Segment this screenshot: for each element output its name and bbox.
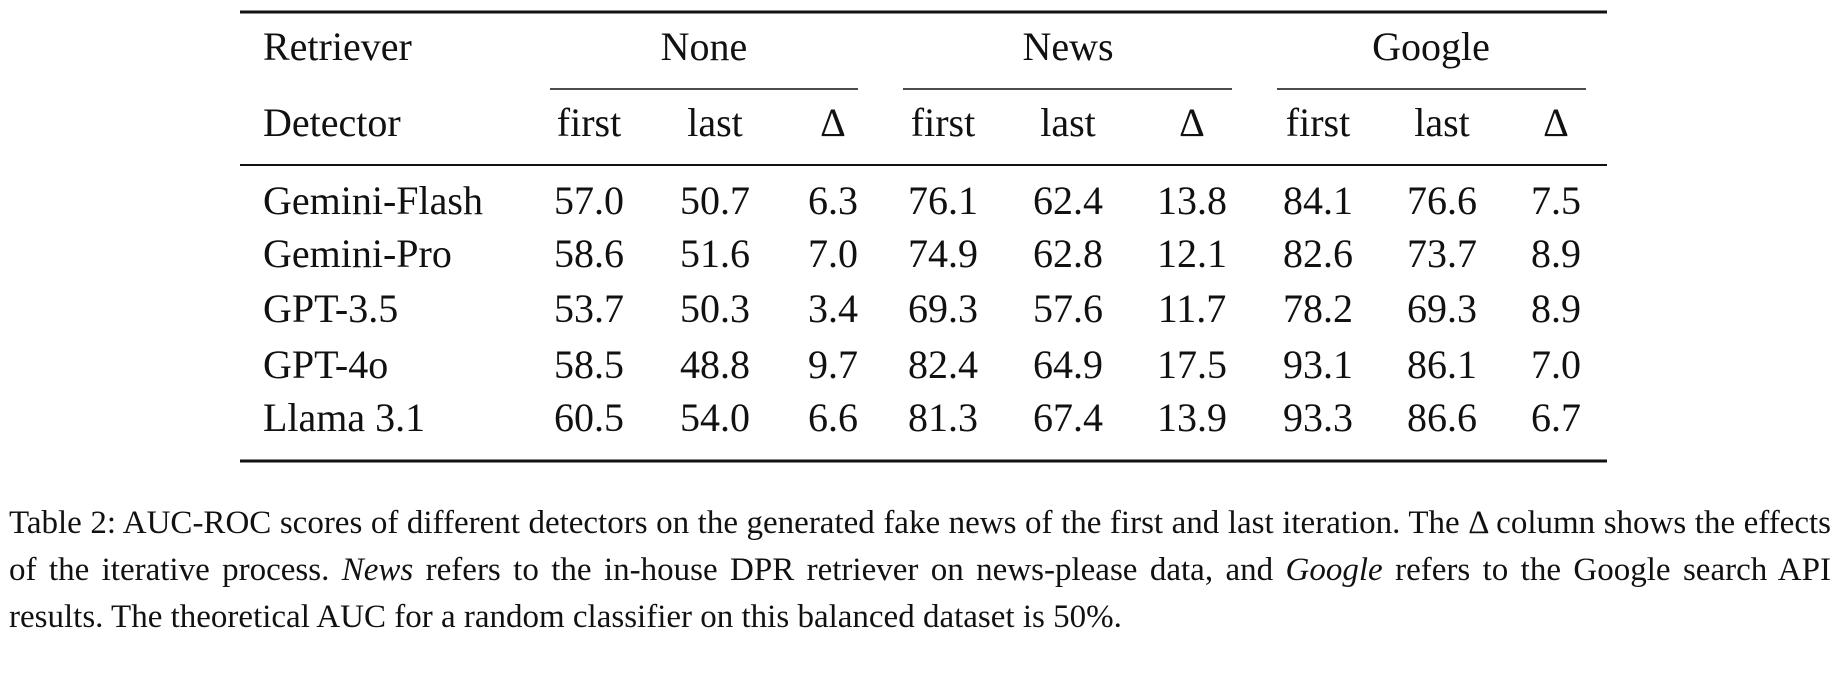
score-cell: 67.4 (1033, 395, 1103, 440)
caption-emphasis: News (341, 552, 414, 588)
score-cell: 62.4 (1033, 178, 1103, 223)
score-cell: 93.1 (1283, 342, 1353, 387)
score-cell: 9.7 (808, 342, 858, 387)
score-cell: 3.4 (808, 286, 858, 331)
score-cell: 8.9 (1531, 286, 1581, 331)
detector-name: Gemini-Flash (263, 178, 483, 223)
score-cell: 54.0 (680, 395, 750, 440)
score-cell: 7.0 (808, 231, 858, 276)
score-cell: 84.1 (1283, 178, 1353, 223)
caption-text: refers to the Google search API results.… (9, 552, 1831, 635)
score-cell: 69.3 (908, 286, 978, 331)
score-cell: 73.7 (1407, 231, 1477, 276)
score-cell: 57.6 (1033, 286, 1103, 331)
score-cell: 7.0 (1531, 342, 1581, 387)
score-cell: 53.7 (554, 286, 624, 331)
score-cell: 64.9 (1033, 342, 1103, 387)
detector-name: Gemini-Pro (263, 231, 452, 276)
score-cell: 11.7 (1158, 286, 1227, 331)
subcolumn-header: Δ (1543, 100, 1569, 145)
score-cell: 86.1 (1407, 342, 1477, 387)
score-cell: 8.9 (1531, 231, 1581, 276)
subcolumn-header: Δ (820, 100, 846, 145)
subcolumn-header: last (687, 100, 743, 145)
group-header: None (661, 24, 748, 69)
header-detector: Detector (263, 100, 401, 145)
score-cell: 17.5 (1157, 342, 1227, 387)
score-cell: 82.6 (1283, 231, 1353, 276)
score-cell: 62.8 (1033, 231, 1103, 276)
caption: Table 2: AUC-ROC scores of different det… (9, 500, 1831, 641)
detector-name: Llama 3.1 (263, 395, 425, 440)
group-header: News (1022, 24, 1113, 69)
score-cell: 76.1 (908, 178, 978, 223)
detector-name: GPT-4o (263, 342, 388, 387)
score-cell: 13.9 (1157, 395, 1227, 440)
score-cell: 93.3 (1283, 395, 1353, 440)
score-cell: 48.8 (680, 342, 750, 387)
score-cell: 86.6 (1407, 395, 1477, 440)
subcolumn-header: first (911, 100, 975, 145)
score-cell: 12.1 (1157, 231, 1227, 276)
score-cell: 74.9 (908, 231, 978, 276)
score-cell: 6.3 (808, 178, 858, 223)
score-cell: 81.3 (908, 395, 978, 440)
score-cell: 58.5 (554, 342, 624, 387)
score-cell: 13.8 (1157, 178, 1227, 223)
subcolumn-header: first (557, 100, 621, 145)
score-cell: 50.3 (680, 286, 750, 331)
subcolumn-header: last (1040, 100, 1096, 145)
subcolumn-header: first (1286, 100, 1350, 145)
subcolumn-header: last (1414, 100, 1470, 145)
detector-name: GPT-3.5 (263, 286, 398, 331)
score-cell: 6.6 (808, 395, 858, 440)
group-header: Google (1372, 24, 1490, 69)
score-cell: 50.7 (680, 178, 750, 223)
caption-text: refers to the in-house DPR retriever on … (413, 552, 1286, 588)
caption-emphasis: Google (1285, 552, 1383, 588)
score-cell: 69.3 (1407, 286, 1477, 331)
score-cell: 51.6 (680, 231, 750, 276)
score-cell: 76.6 (1407, 178, 1477, 223)
score-cell: 82.4 (908, 342, 978, 387)
score-cell: 7.5 (1531, 178, 1581, 223)
score-cell: 57.0 (554, 178, 624, 223)
score-cell: 78.2 (1283, 286, 1353, 331)
score-cell: 6.7 (1531, 395, 1581, 440)
subcolumn-header: Δ (1179, 100, 1205, 145)
results-table: Retriever Detector None first last Δ News fir… (240, 10, 1607, 463)
caption-text: Table 2: AUC-ROC scores of different det… (9, 505, 1831, 588)
score-cell: 60.5 (554, 395, 624, 440)
header-retriever: Retriever (263, 24, 412, 69)
score-cell: 58.6 (554, 231, 624, 276)
